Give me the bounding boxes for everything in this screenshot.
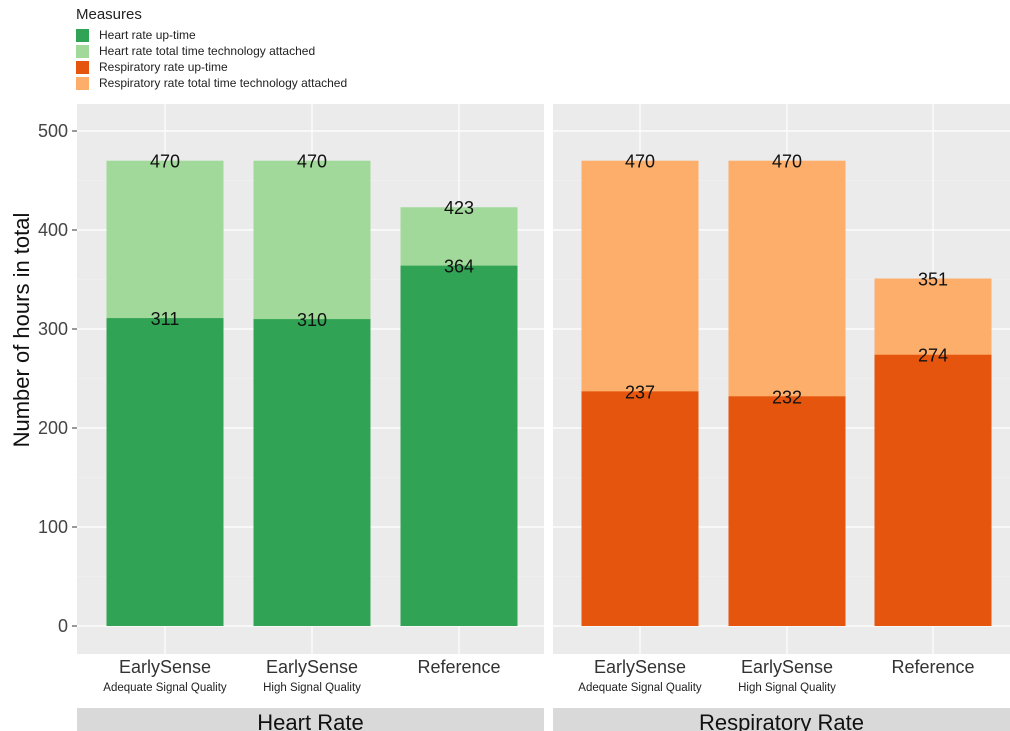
legend-key [76, 28, 89, 42]
x-tick-label-main: EarlySense [593, 657, 687, 677]
panel-respiratory-rate: 470 237 470 232 351 274 [553, 104, 1010, 654]
legend-item-resp-uptime: Respiratory rate up-time [76, 59, 347, 75]
x-tick-label-main: EarlySense [118, 657, 212, 677]
x-tick-label-sub: High Signal Quality [263, 682, 361, 694]
data-label-total: 470 [772, 152, 802, 172]
x-tick-label: EarlySense High Signal Quality [227, 655, 397, 697]
x-tick-label-main: Reference [417, 657, 501, 677]
x-tick-label-main: Reference [891, 657, 975, 677]
y-tick-label: 300 [38, 319, 68, 339]
legend-label: Heart rate up-time [99, 28, 196, 42]
facet-label: Heart Rate [257, 710, 364, 731]
x-tick-label: Reference [848, 655, 1010, 679]
x-tick-label-sub: Adequate Signal Quality [103, 682, 227, 694]
y-axis: 0 100 200 300 400 500 [38, 121, 77, 636]
legend-label: Respiratory rate up-time [99, 60, 228, 74]
panel-respiratory-rate-plot: 470 237 470 232 351 274 [553, 104, 1010, 654]
y-tick-label: 0 [58, 616, 68, 636]
data-label-total: 423 [444, 198, 474, 218]
y-tick-label: 400 [38, 220, 68, 240]
legend-item-resp-total: Respiratory rate total time technology a… [76, 75, 347, 91]
data-label-uptime: 311 [151, 309, 180, 329]
bar-uptime [253, 319, 371, 626]
data-label-total: 470 [150, 152, 180, 172]
bar-uptime [581, 391, 699, 626]
data-label-total: 470 [297, 152, 327, 172]
bar-uptime [728, 396, 846, 626]
legend-label: Respiratory rate total time technology a… [99, 76, 348, 90]
panel-heart-rate: 470 311 470 310 423 364 [77, 104, 544, 654]
legend-item-heart-uptime: Heart rate up-time [76, 27, 347, 43]
data-label-total: 351 [918, 270, 948, 290]
x-tick-label-main: EarlySense [740, 657, 834, 677]
bar-uptime [874, 354, 992, 626]
data-label-total: 470 [625, 152, 655, 172]
x-tick-label-sub: High Signal Quality [738, 682, 836, 694]
bar-uptime [400, 265, 518, 626]
data-label-uptime: 237 [625, 382, 655, 402]
legend-item-heart-total: Heart rate total time technology attache… [76, 43, 347, 59]
y-tick-label: 500 [38, 121, 68, 141]
x-tick-label-sub: Adequate Signal Quality [578, 682, 702, 694]
facet-strip-heart-rate: Heart Rate [77, 708, 544, 731]
panel-heart-rate-plot: 470 311 470 310 423 364 [77, 104, 544, 654]
y-tick-label: 100 [38, 517, 68, 537]
legend-key [76, 60, 89, 74]
data-label-uptime: 364 [444, 257, 474, 277]
legend-title: Measures [76, 6, 142, 23]
x-tick-label: EarlySense Adequate Signal Quality [80, 655, 250, 697]
y-tick-label: 200 [38, 418, 68, 438]
data-label-uptime: 310 [297, 310, 327, 330]
legend-key [76, 76, 89, 90]
x-tick-label-main: EarlySense [265, 657, 359, 677]
facet-label: Respiratory Rate [698, 710, 865, 731]
data-label-uptime: 274 [918, 346, 948, 366]
x-tick-label: EarlySense High Signal Quality [702, 655, 872, 697]
legend-key [76, 44, 89, 58]
facet-strip-respiratory-rate: Respiratory Rate [553, 708, 1010, 731]
x-tick-label: EarlySense Adequate Signal Quality [555, 655, 725, 697]
bar-uptime [106, 318, 224, 626]
x-tick-label: Reference [374, 655, 544, 679]
legend-label: Heart rate total time technology attache… [99, 44, 316, 58]
data-label-uptime: 232 [772, 387, 802, 407]
legend: Measures Heart rate up-time Heart rate t… [76, 6, 347, 91]
